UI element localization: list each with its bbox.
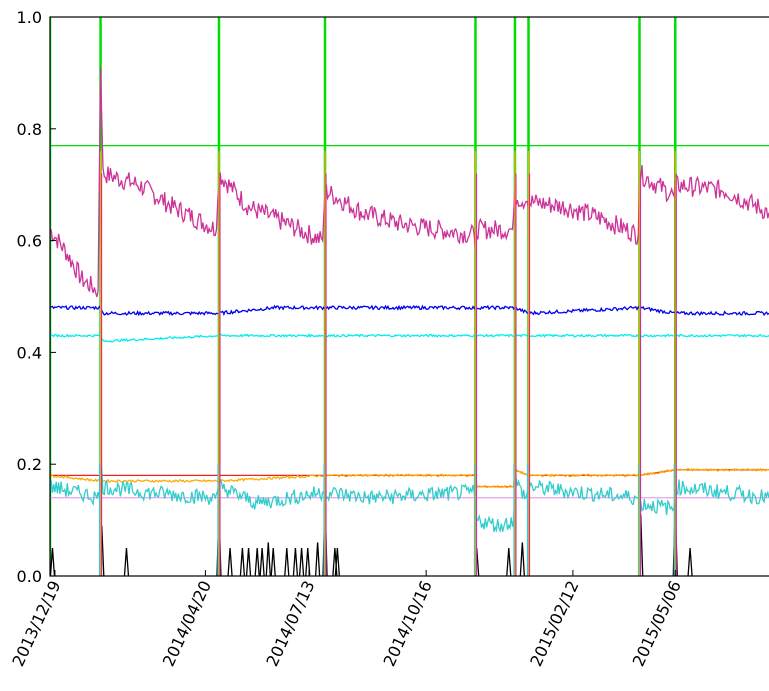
- spike-mark: [334, 548, 341, 576]
- spike-mark: [227, 548, 233, 576]
- x-tick-label: 2014/10/16: [380, 578, 436, 670]
- spike-mark: [50, 548, 56, 576]
- y-tick-label: 0.6: [17, 232, 42, 251]
- spike-mark: [270, 548, 276, 576]
- spike-mark: [245, 548, 252, 576]
- y-tick-label: 0.4: [17, 343, 42, 362]
- series-line: [50, 333, 769, 343]
- spike-mark: [305, 548, 311, 576]
- y-tick-label: 1.0: [17, 8, 42, 27]
- spike-mark: [284, 548, 290, 576]
- series-layer: [50, 17, 769, 576]
- axes: [49, 16, 769, 577]
- plot-background: [50, 17, 769, 576]
- plot-frame: [49, 16, 769, 577]
- y-axis-ticks: 0.0 0.2 0.4 0.6 0.8 1.0: [17, 8, 56, 586]
- spike-mark: [259, 548, 265, 576]
- series-7: [50, 452, 769, 533]
- x-tick-label: 2015/05/06: [629, 578, 685, 670]
- spike-mark: [123, 548, 130, 576]
- x-tick-label: 2014/07/13: [262, 578, 318, 670]
- series-line: [50, 452, 769, 533]
- x-tick-label: 2015/02/12: [526, 578, 582, 670]
- x-tick-label: 2014/04/20: [159, 578, 215, 670]
- series-5: [50, 467, 769, 489]
- spike-mark: [254, 548, 260, 576]
- spike-mark: [265, 542, 271, 576]
- series-line: [50, 304, 769, 317]
- series-line: [50, 467, 769, 489]
- y-tick-label: 0.2: [17, 455, 42, 474]
- spike-mark: [687, 548, 693, 576]
- y-tick-label: 0.0: [17, 567, 42, 586]
- spike-mark: [239, 548, 246, 576]
- y-tick-label: 0.8: [17, 120, 42, 139]
- spike-mark: [292, 548, 299, 576]
- spike-mark: [506, 548, 512, 576]
- x-axis-ticks: 2013/12/19 2014/04/20 2014/07/13 2014/10/16…: [8, 570, 685, 669]
- series-1: [50, 67, 769, 298]
- series-line: [50, 67, 769, 298]
- spike-mark: [519, 542, 525, 576]
- x-tick-label: 2013/12/19: [8, 578, 64, 670]
- series-3: [50, 333, 769, 343]
- spike-mark: [298, 548, 305, 576]
- series-2: [50, 304, 769, 317]
- spike-mark: [314, 542, 321, 576]
